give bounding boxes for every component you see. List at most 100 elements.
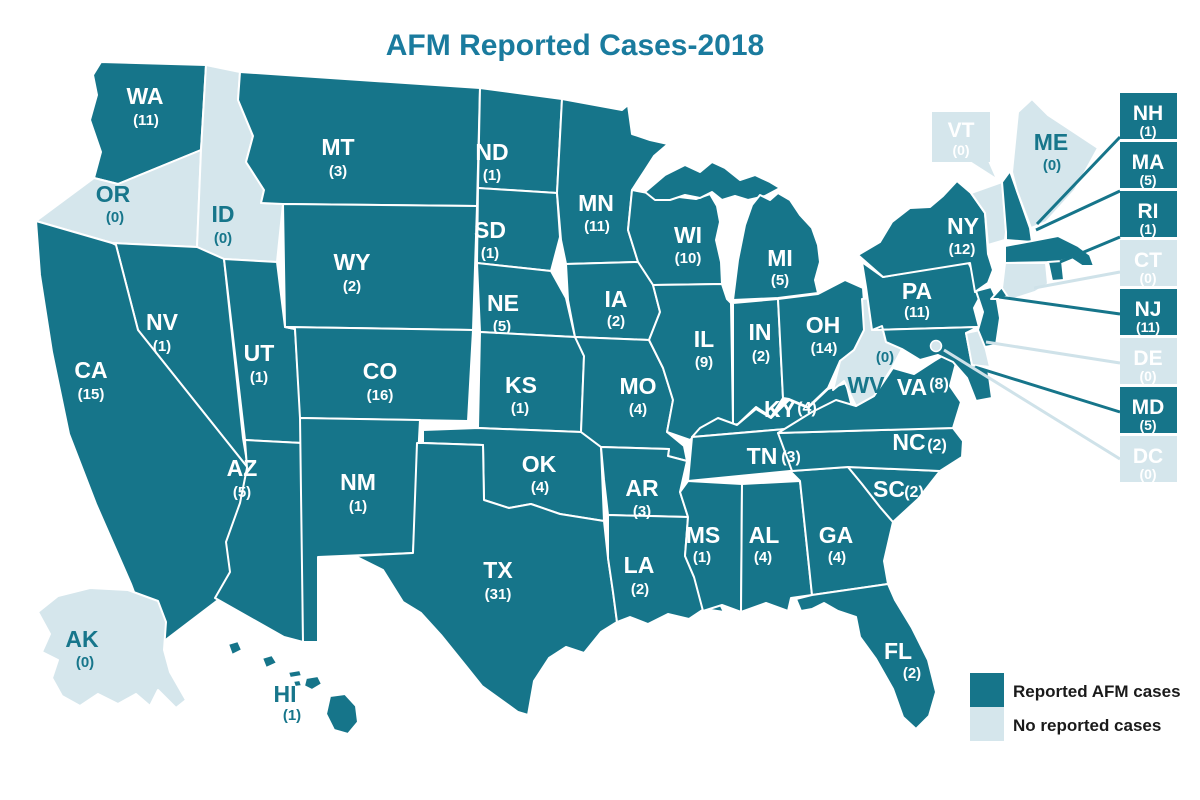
label-mo: MO xyxy=(619,373,656,399)
label-ny: NY xyxy=(947,213,979,239)
count-vt: (0) xyxy=(952,142,969,158)
count-pa: (11) xyxy=(904,304,930,321)
count-ms: (1) xyxy=(693,549,711,566)
label-tx: TX xyxy=(483,557,513,583)
count-ga: (4) xyxy=(828,549,846,566)
state-nc xyxy=(777,427,964,472)
hi-big-island xyxy=(325,693,359,735)
label-il: IL xyxy=(694,326,714,352)
label-wy: WY xyxy=(333,249,370,275)
label-ga: GA xyxy=(819,522,854,548)
label-ar: AR xyxy=(625,475,659,501)
label-pa: PA xyxy=(902,278,932,304)
count-ri: (1) xyxy=(1139,221,1156,237)
count-md: (5) xyxy=(1139,417,1156,433)
label-oh: OH xyxy=(806,312,841,338)
de-box xyxy=(1120,338,1177,384)
count-or: (0) xyxy=(106,209,124,226)
label-ky: KY xyxy=(764,396,796,422)
label-co: CO xyxy=(363,358,398,384)
count-tn: (3) xyxy=(781,449,801,466)
count-ak: (0) xyxy=(76,654,94,671)
state-sd xyxy=(476,187,561,272)
count-il: (9) xyxy=(695,354,713,371)
line-md xyxy=(974,365,1121,414)
count-ma: (5) xyxy=(1139,172,1156,188)
count-ia: (2) xyxy=(607,313,625,330)
vt-box-tail xyxy=(970,161,995,177)
count-nv: (1) xyxy=(153,338,171,355)
callout-lines xyxy=(943,135,1122,461)
nh-box xyxy=(1120,93,1177,139)
callout-vt: VT (0) xyxy=(932,112,995,177)
count-ny: (12) xyxy=(949,241,976,258)
label-tn: TN xyxy=(747,443,778,469)
count-va: (8) xyxy=(929,376,949,393)
label-al: AL xyxy=(749,522,780,548)
count-dc: (0) xyxy=(1139,466,1156,482)
label-mt: MT xyxy=(321,134,354,160)
state-ri xyxy=(1047,260,1065,282)
count-ca: (15) xyxy=(78,386,105,403)
label-sc: SC xyxy=(873,476,905,502)
state-tx xyxy=(354,442,618,716)
count-ct: (0) xyxy=(1139,270,1156,286)
state-labels: WA (11) OR (0) ID (0) MT (3) WY (2) NV (… xyxy=(65,83,1068,724)
state-ct xyxy=(1001,262,1049,301)
count-de: (0) xyxy=(1139,368,1156,384)
callout-ma: MA (5) xyxy=(1120,142,1177,188)
callout-dc: DC (0) xyxy=(1120,436,1177,482)
label-fl: FL xyxy=(884,638,912,664)
label-wi: WI xyxy=(674,222,702,248)
count-ok: (4) xyxy=(531,479,549,496)
count-wi: (10) xyxy=(675,250,702,267)
label-ms: MS xyxy=(686,522,721,548)
label-id: ID xyxy=(212,201,235,227)
state-mi xyxy=(732,192,821,301)
count-tx: (31) xyxy=(485,586,512,603)
legend: Reported AFM cases No reported cases xyxy=(970,673,1181,741)
label-nm: NM xyxy=(340,469,376,495)
label-wv: WV xyxy=(847,372,885,398)
count-mi: (5) xyxy=(771,272,789,289)
label-nh: NH xyxy=(1133,102,1163,125)
state-ak xyxy=(37,587,187,709)
hi-kauai xyxy=(227,640,243,656)
state-mi-up xyxy=(644,161,781,201)
state-hi xyxy=(227,640,359,735)
count-id: (0) xyxy=(214,230,232,247)
label-va: VA xyxy=(897,374,927,400)
legend-label-reported: Reported AFM cases xyxy=(1013,682,1181,701)
count-mn: (11) xyxy=(584,218,610,235)
count-ar: (3) xyxy=(633,503,651,520)
count-la: (2) xyxy=(631,581,649,598)
count-wy: (2) xyxy=(343,278,361,295)
label-md: MD xyxy=(1132,396,1165,419)
state-shapes xyxy=(35,61,1099,735)
count-me: (0) xyxy=(1043,157,1061,174)
label-ca: CA xyxy=(74,357,107,383)
label-az: AZ xyxy=(227,455,258,481)
callout-nj: NJ (11) xyxy=(1120,289,1177,335)
label-dc: DC xyxy=(1133,445,1163,468)
label-ok: OK xyxy=(522,451,557,477)
state-va xyxy=(777,351,962,434)
ma-box xyxy=(1120,142,1177,188)
label-ut: UT xyxy=(244,340,275,366)
count-nh: (1) xyxy=(1139,123,1156,139)
dc-box xyxy=(1120,436,1177,482)
callout-nh: NH (1) xyxy=(1120,93,1177,139)
state-wy xyxy=(282,203,478,331)
state-me xyxy=(1011,98,1099,229)
line-dc xyxy=(943,348,1121,461)
label-de: DE xyxy=(1133,347,1162,370)
count-ks: (1) xyxy=(511,400,529,417)
label-ak: AK xyxy=(65,626,99,652)
count-fl: (2) xyxy=(903,665,921,682)
hi-oahu xyxy=(261,654,278,669)
label-la: LA xyxy=(624,552,655,578)
count-nc: (2) xyxy=(927,437,947,454)
state-nm xyxy=(299,417,421,643)
callout-column: NH (1) MA (5) RI (1) CT (0) NJ (11) DE (… xyxy=(1120,93,1177,482)
